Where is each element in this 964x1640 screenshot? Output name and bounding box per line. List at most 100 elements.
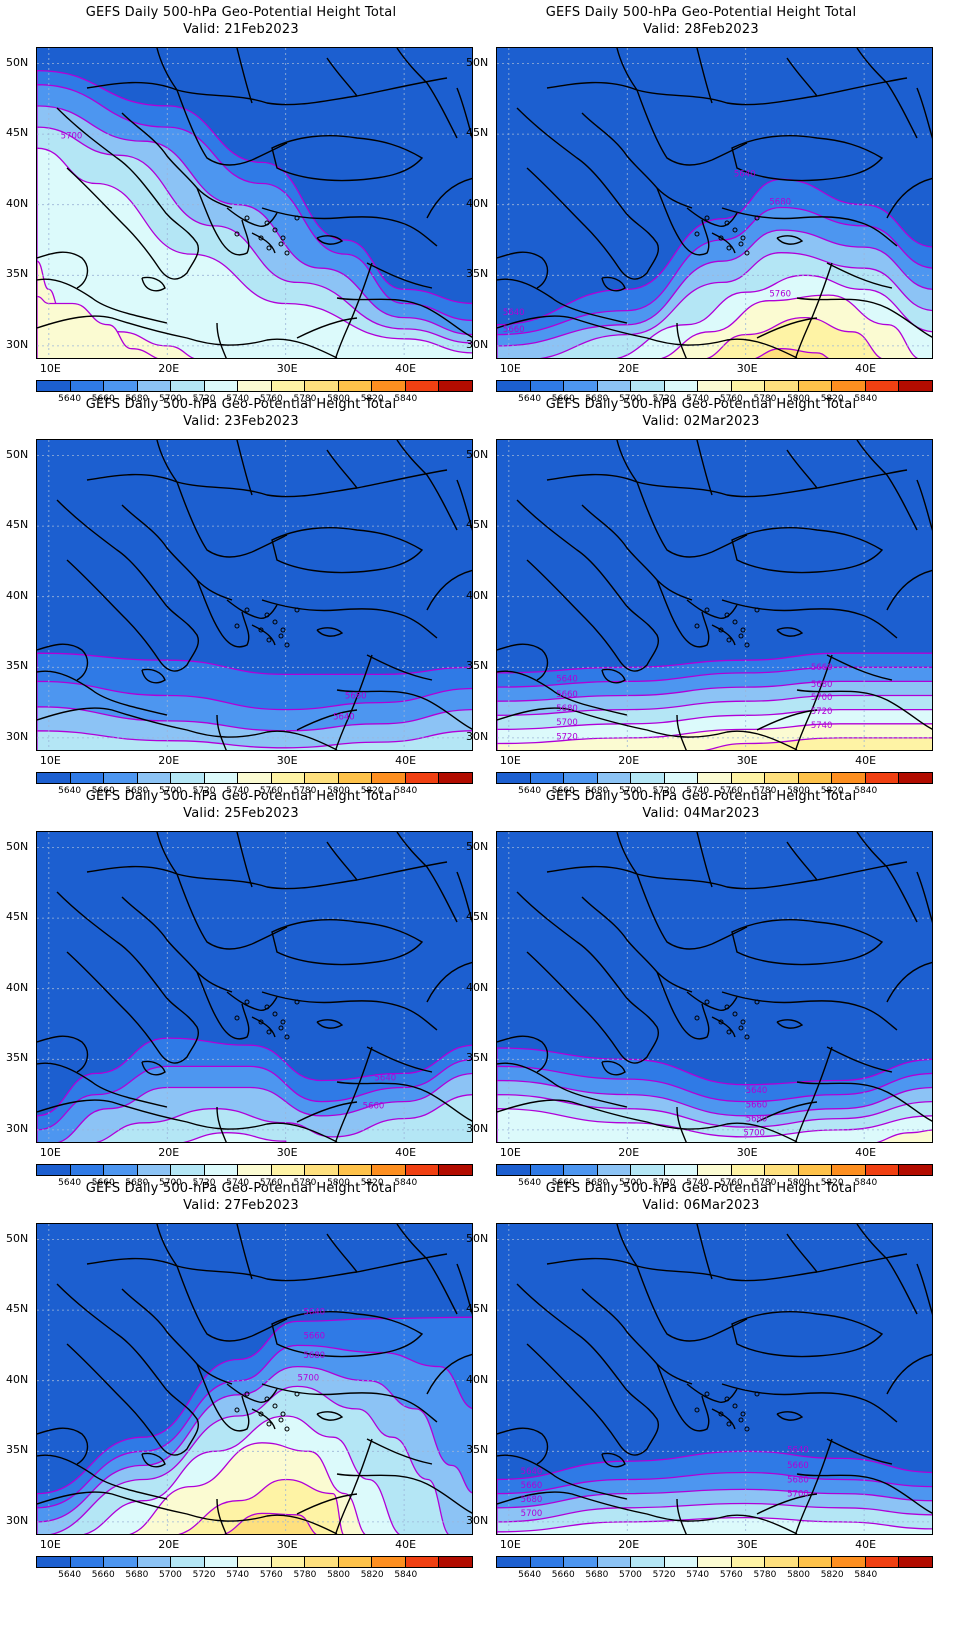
- colorbar-label: 5680: [125, 786, 149, 796]
- colorbar-swatch: [597, 773, 632, 783]
- coastline: [601, 668, 626, 684]
- coastline: [336, 1081, 472, 1122]
- coastline: [37, 643, 89, 681]
- coastline: [156, 1224, 178, 1267]
- island: [258, 1019, 264, 1025]
- colorbar-swatch: [497, 773, 531, 783]
- colorbar-label: 5840: [394, 394, 418, 404]
- colorbar-swatch: [765, 1557, 799, 1567]
- height-band: [876, 1129, 932, 1142]
- latitude-label: 40N: [466, 196, 489, 210]
- colorbar-swatch: [372, 381, 406, 391]
- colorbar-label: 5760: [719, 1570, 743, 1580]
- coastline: [776, 627, 804, 637]
- contour-label: 5720: [556, 732, 578, 742]
- latitude-label: 45N: [466, 910, 489, 924]
- coastline: [236, 832, 253, 888]
- colorbar-swatch: [37, 1165, 71, 1175]
- longitude-label: 20E: [158, 362, 180, 375]
- colorbar-label: 5740: [686, 786, 710, 796]
- island: [294, 1391, 300, 1397]
- coastline: [251, 1016, 276, 1038]
- contour-label: 5700: [787, 1489, 809, 1499]
- colorbar-swatch: [530, 1557, 565, 1567]
- latitude-label: 35N: [6, 1051, 29, 1065]
- colorbar-label: 5660: [91, 1570, 115, 1580]
- colorbar-label: 5780: [753, 786, 777, 796]
- colorbar-swatch: [765, 1165, 799, 1175]
- island: [732, 1403, 738, 1409]
- longitude-label: 10E: [39, 362, 61, 375]
- coastline: [141, 1452, 166, 1468]
- coastline: [316, 1411, 344, 1421]
- colorbar-label: 5780: [293, 1570, 317, 1580]
- island: [740, 235, 746, 241]
- coastline: [794, 262, 833, 358]
- coastline: [581, 1288, 693, 1385]
- contour-label: 5700: [743, 1129, 765, 1139]
- longitude-label: 40E: [855, 1146, 877, 1159]
- colorbar-label: 5840: [394, 1178, 418, 1188]
- coastline: [826, 1438, 893, 1465]
- colorbar-swatch: [899, 1165, 932, 1175]
- colorbar-label: 5720: [652, 1178, 676, 1188]
- coastline: [56, 107, 199, 280]
- latitude-label: 45N: [6, 518, 29, 532]
- colorbar-swatch: [865, 381, 900, 391]
- coastline: [37, 1062, 168, 1108]
- coastline: [916, 479, 932, 531]
- latitude-label: 40N: [6, 196, 29, 210]
- colorbar-label: 5760: [259, 394, 283, 404]
- colorbar-swatch: [70, 1557, 105, 1567]
- coastline: [366, 1438, 433, 1465]
- coastline: [156, 440, 178, 483]
- colorbar-label: 5820: [360, 1570, 384, 1580]
- coastline: [656, 579, 710, 648]
- colorbar-label: 5720: [192, 394, 216, 404]
- island: [244, 215, 250, 221]
- coastline: [366, 1046, 433, 1073]
- colorbar-label: 5740: [226, 394, 250, 404]
- colorbar-label: 5720: [192, 786, 216, 796]
- longitude-label: 40E: [395, 362, 417, 375]
- latitude-label: 40N: [466, 588, 489, 602]
- island: [244, 999, 250, 1005]
- colorbar-swatch: [405, 773, 440, 783]
- colorbar-swatch: [204, 1557, 239, 1567]
- island: [694, 231, 700, 237]
- coastline: [856, 832, 918, 923]
- coastline: [456, 479, 472, 531]
- map-svg: 5640 5660 5680 5700: [497, 832, 932, 1142]
- island: [280, 1019, 286, 1025]
- colorbar-label: 5800: [327, 1178, 350, 1188]
- island: [718, 235, 724, 241]
- longitude-label: 30E: [276, 1538, 298, 1551]
- colorbar-label: 5680: [125, 1178, 149, 1188]
- coastline: [616, 48, 638, 91]
- colorbar-label: 5680: [585, 1570, 609, 1580]
- colorbar: [36, 380, 473, 392]
- island: [266, 245, 272, 251]
- longitude-label: 30E: [736, 1538, 758, 1551]
- colorbar-swatch: [731, 1557, 766, 1567]
- coastline: [336, 297, 472, 338]
- coastline: [636, 873, 713, 950]
- coastline: [636, 89, 713, 166]
- island: [266, 1421, 272, 1427]
- coastline: [731, 918, 884, 966]
- island: [694, 1015, 700, 1021]
- coastline: [916, 1263, 932, 1315]
- colorbar-label: 5800: [787, 786, 810, 796]
- latitude-label: 45N: [6, 126, 29, 140]
- coastline: [156, 48, 178, 91]
- colorbar-swatch: [530, 381, 565, 391]
- coastline: [497, 251, 549, 289]
- colorbar-label: 5840: [854, 1570, 878, 1580]
- latitude-label: 35N: [466, 267, 489, 281]
- colorbar-label: 5660: [91, 394, 115, 404]
- colorbar-swatch: [597, 381, 632, 391]
- longitude-label: 40E: [395, 754, 417, 767]
- coastline: [56, 891, 199, 1064]
- coastline: [546, 469, 908, 498]
- coastline: [326, 57, 358, 97]
